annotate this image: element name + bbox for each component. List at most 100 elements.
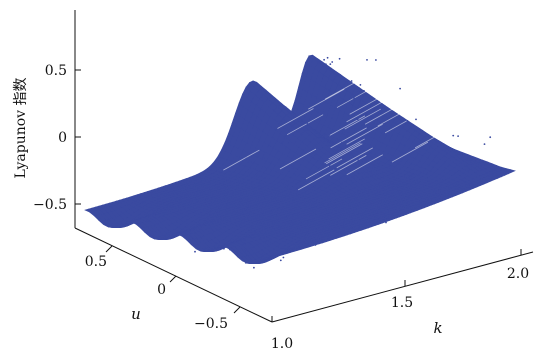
surface-streak	[324, 142, 361, 164]
scatter-point	[353, 97, 355, 99]
scatter-point	[277, 103, 280, 106]
scatter-point	[306, 122, 308, 124]
scatter-point	[328, 136, 330, 139]
scatter-point	[338, 185, 341, 188]
scatter-point	[225, 185, 228, 188]
scatter-point	[282, 143, 285, 146]
scatter-point	[262, 157, 265, 160]
scatter-point	[324, 156, 327, 159]
scatter-point	[216, 215, 219, 218]
scatter-point	[393, 182, 396, 185]
scatter-point	[189, 231, 192, 234]
scatter-point	[354, 184, 357, 187]
scatter-point	[194, 250, 196, 253]
scatter-point	[407, 175, 410, 178]
scatter-point	[280, 227, 282, 229]
scatter-point	[329, 165, 331, 167]
scatter-point	[342, 131, 345, 133]
scatter-point	[328, 134, 331, 137]
scatter-point	[279, 259, 282, 262]
scatter-point	[236, 210, 238, 213]
surface-streak	[346, 101, 383, 123]
scatter-point	[414, 192, 417, 195]
scatter-point	[473, 160, 476, 162]
surface-streak	[336, 87, 374, 108]
scatter-point	[136, 194, 138, 197]
scatter-point	[305, 120, 308, 123]
z-tick-label: 0	[58, 130, 67, 146]
scatter-point	[251, 213, 254, 216]
scatter-point	[430, 175, 432, 178]
surface-streak	[346, 154, 383, 176]
scatter-point	[494, 168, 496, 171]
u-tick-label: −0.5	[194, 316, 228, 332]
lyapunov-surface	[84, 54, 516, 269]
scatter-point	[362, 210, 365, 213]
scatter-point	[174, 232, 177, 234]
scatter-point	[498, 166, 501, 169]
k-tick-label: 1.5	[391, 295, 413, 311]
scatter-point	[349, 194, 352, 196]
scatter-point	[391, 215, 393, 217]
scatter-point	[200, 212, 203, 215]
scatter-point	[124, 211, 127, 214]
scatter-point	[348, 173, 351, 176]
scatter-point	[312, 178, 315, 181]
scatter-point	[196, 199, 199, 202]
scatter-point	[188, 195, 191, 198]
scatter-point	[391, 194, 394, 197]
scatter-point	[392, 186, 395, 189]
scatter-point	[341, 192, 343, 195]
surface-streak	[330, 155, 367, 176]
scatter-point	[356, 118, 359, 121]
scatter-point	[262, 109, 265, 112]
surface-patch	[505, 169, 516, 173]
scatter-point	[234, 231, 237, 233]
scatter-point	[314, 244, 317, 246]
surface-streak	[298, 169, 335, 191]
surface-streak	[326, 143, 363, 165]
scatter-point	[199, 217, 202, 220]
scatter-point	[326, 88, 329, 91]
scatter-point	[423, 184, 426, 186]
scatter-point	[150, 215, 153, 217]
scatter-point	[396, 184, 398, 187]
scatter-point	[256, 175, 259, 178]
scatter-point	[345, 156, 347, 158]
scatter-point	[285, 185, 288, 188]
scatter-point	[236, 175, 239, 178]
scatter-point	[276, 192, 279, 195]
scatter-point	[335, 217, 338, 219]
u-axis-line	[74, 227, 273, 323]
scatter-point	[215, 240, 218, 243]
k-axis: 1.0 1.5 2.0 k	[271, 249, 534, 352]
z-axis-label: Lyapunov 指数	[13, 77, 29, 178]
scatter-point	[260, 93, 263, 96]
scatter-point	[341, 142, 344, 145]
scatter-point	[287, 248, 290, 251]
scatter-point	[354, 102, 357, 105]
scatter-point	[244, 208, 247, 211]
scatter-point	[366, 59, 368, 61]
scatter-point	[194, 232, 196, 235]
scatter-point	[368, 174, 371, 177]
scatter-point	[223, 247, 225, 250]
surface-streak	[349, 93, 386, 115]
surface-streak	[223, 149, 260, 171]
scatter-point	[167, 234, 170, 237]
scatter-point	[406, 119, 409, 122]
scatter-point	[292, 168, 294, 171]
scatter-point	[400, 209, 402, 212]
scatter-point	[378, 111, 381, 113]
scatter-point	[248, 93, 251, 95]
scatter-point	[146, 219, 149, 222]
scatter-point	[262, 252, 265, 255]
scatter-point	[282, 256, 285, 259]
scatter-point	[188, 203, 191, 206]
surface-streak	[391, 141, 429, 163]
scatter-point	[163, 212, 165, 215]
scatter-point	[271, 197, 274, 200]
u-tick	[233, 306, 241, 314]
scatter-point	[207, 231, 210, 234]
surface-streak	[279, 148, 317, 170]
